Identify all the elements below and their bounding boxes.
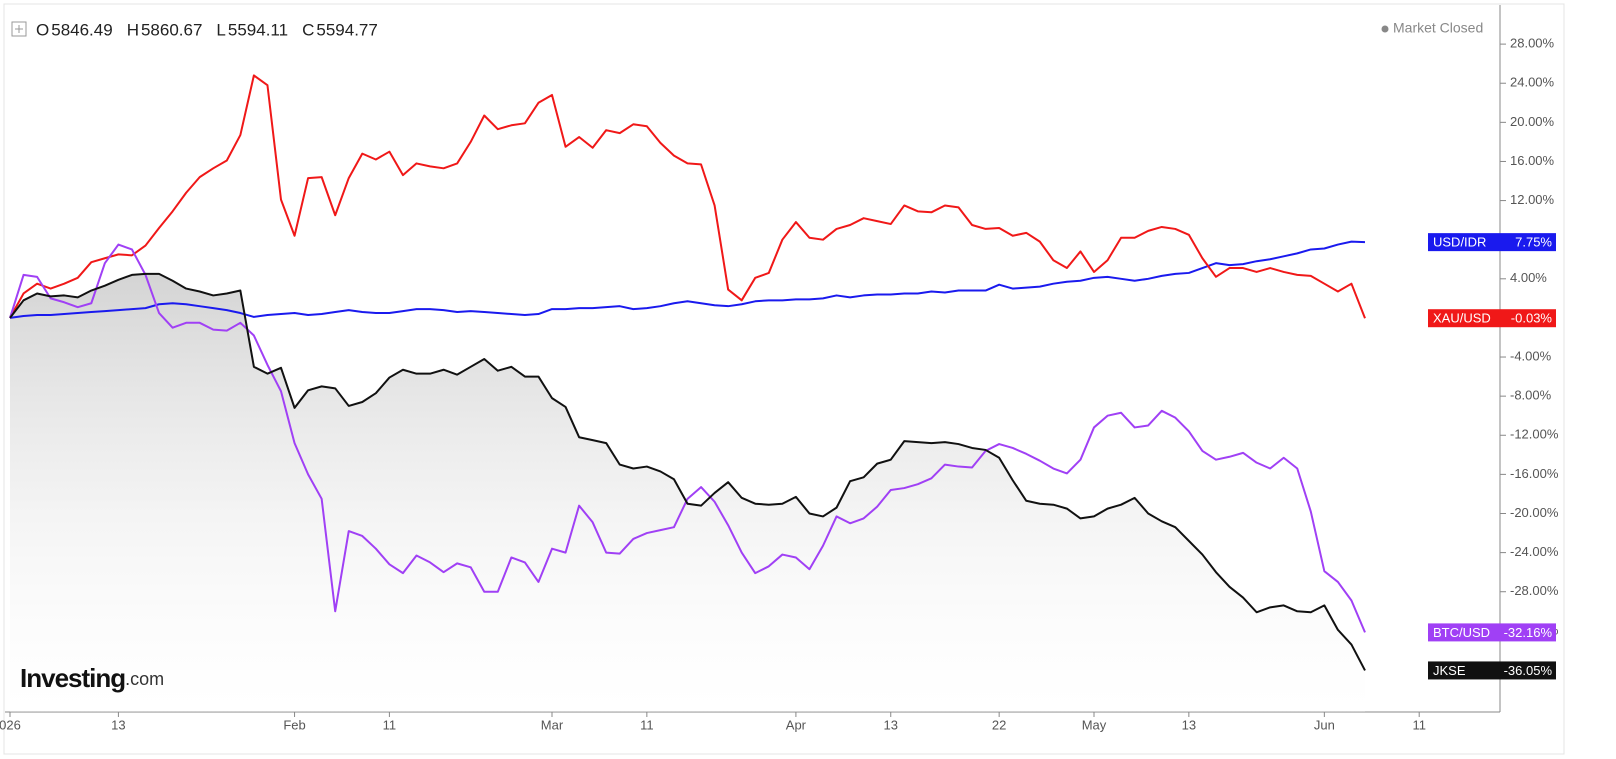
logo-text: Investing: [20, 663, 125, 693]
series-label-box: [1428, 623, 1556, 642]
series-label-box: [1428, 233, 1556, 252]
x-tick-label: 11: [383, 717, 397, 732]
y-tick-label: -28.00%: [1510, 583, 1559, 598]
ohlc-value: 5846.49: [51, 20, 112, 39]
x-tick-label: 11: [640, 717, 654, 732]
x-tick-label: Apr: [786, 717, 807, 732]
x-tick-label: Mar: [541, 717, 564, 732]
plot: [9, 74, 1366, 712]
y-tick-label: 28.00%: [1510, 36, 1555, 51]
line: [9, 240, 1366, 319]
y-tick-label: -16.00%: [1510, 466, 1559, 481]
area: [10, 273, 1365, 712]
y-tick-label: 20.00%: [1510, 114, 1555, 129]
ohlc-key: H: [127, 20, 139, 39]
y-tick-label: 24.00%: [1510, 75, 1555, 90]
series-label-box: [1428, 661, 1556, 680]
y-tick-label: 12.00%: [1510, 192, 1555, 207]
ohlc-value: 5594.11: [228, 20, 288, 39]
status-dot: [1381, 25, 1389, 33]
x-tick-label: Jun: [1314, 717, 1335, 732]
x-tick-label: 22: [992, 717, 1006, 732]
series-value-label: -32.16%: [1504, 625, 1553, 640]
x-tick-label: May: [1082, 717, 1107, 732]
line: [9, 243, 1366, 633]
series-name: JKSE: [1433, 663, 1466, 678]
y-tick-label: -8.00%: [1510, 388, 1552, 403]
series-value-label: -36.05%: [1504, 663, 1553, 678]
series-value-label: -0.03%: [1511, 311, 1553, 326]
ohlc: O 5846.49 H 5860.67 L 5594.11 C 5594.77: [36, 20, 378, 39]
x-tick-label: 11: [1412, 717, 1426, 732]
line: [9, 272, 1366, 671]
x-tick-label: 13: [1182, 717, 1196, 732]
x-tick-label: 13: [111, 717, 125, 732]
series-value-label: 7.75%: [1515, 235, 1552, 250]
series-label-box: [1428, 309, 1556, 328]
ohlc-value: 5860.67: [141, 20, 202, 39]
logo-suffix: .com: [125, 669, 164, 689]
y-tick-label: -24.00%: [1510, 544, 1559, 559]
x-tick-label: Feb: [283, 717, 305, 732]
series-name: BTC/USD: [1433, 625, 1490, 640]
logo: Investing.com: [20, 663, 164, 693]
ohlc-key: C: [302, 20, 314, 39]
x-tick-label: 13: [884, 717, 898, 732]
series-name: XAU/USD: [1433, 311, 1491, 326]
y-tick-label: 4.00%: [1510, 270, 1547, 285]
expand-icon[interactable]: [11, 21, 27, 37]
line: [9, 74, 1366, 319]
y-tick-label: -4.00%: [1510, 348, 1552, 363]
x-tick-label: 026: [0, 717, 21, 732]
frame: [3, 3, 1565, 755]
y-tick-label: 16.00%: [1510, 153, 1555, 168]
y-tick-label: -12.00%: [1510, 427, 1559, 442]
ohlc-key: L: [216, 20, 225, 39]
series-name: USD/IDR: [1433, 235, 1486, 250]
market-status: Market Closed: [1393, 20, 1483, 36]
y-tick-label: -20.00%: [1510, 505, 1559, 520]
ohlc-key: O: [36, 20, 49, 39]
ohlc-value: 5594.77: [316, 20, 377, 39]
